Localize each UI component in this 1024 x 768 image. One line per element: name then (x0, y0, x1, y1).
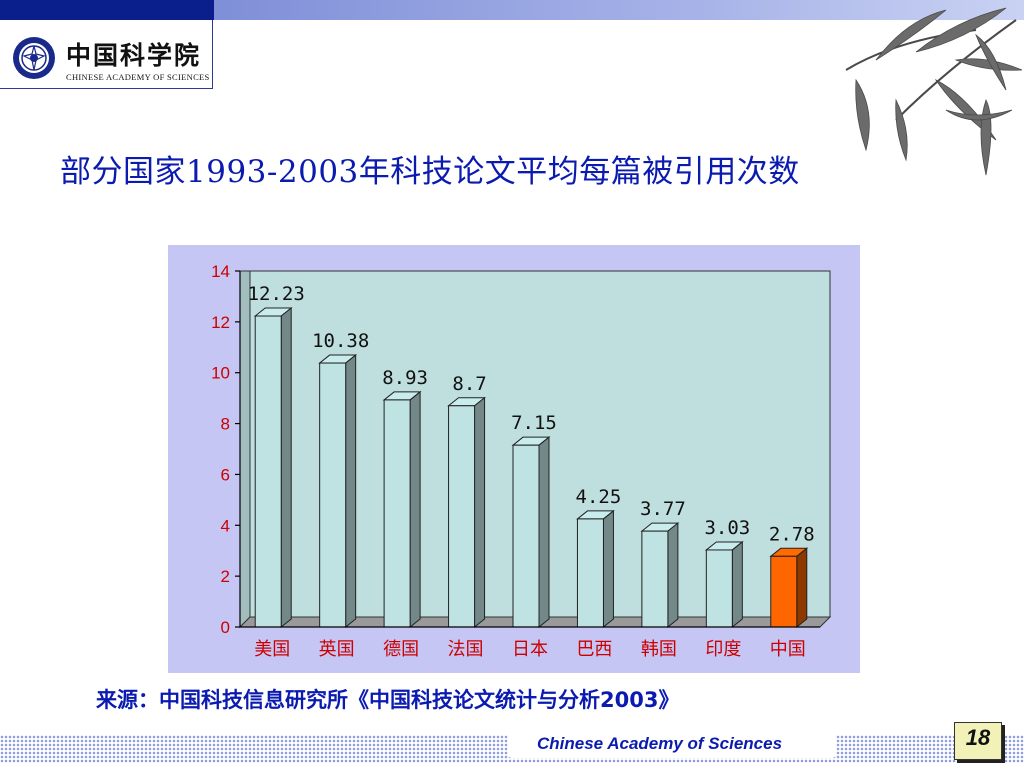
x-tick-label: 日本 (512, 639, 548, 660)
bar (383, 399, 411, 628)
y-tick-label: 14 (211, 262, 230, 281)
x-tick-label: 印度 (705, 639, 741, 660)
bar-side (474, 396, 486, 629)
slide-title: 部分国家1993-2003年科技论文平均每篇被引用次数 (60, 154, 800, 190)
bar-side (602, 509, 614, 629)
bar (576, 518, 604, 628)
x-tick-label: 法国 (448, 639, 484, 660)
y-tick-label: 4 (221, 516, 230, 535)
y-tick-label: 6 (221, 465, 230, 484)
bar-side (731, 540, 743, 629)
data-label: 2.78 (769, 523, 815, 545)
y-tick-label: 2 (221, 567, 230, 586)
logo-english-text: CHINESE ACADEMY OF SCIENCES (66, 72, 210, 82)
x-tick-label: 巴西 (576, 639, 612, 660)
bar (319, 362, 347, 628)
bar (641, 530, 669, 628)
bamboo-leaves-icon (845, 7, 1023, 176)
x-tick-label: 中国 (770, 639, 806, 660)
y-tick-label: 12 (211, 313, 230, 332)
footer-label-background (508, 732, 836, 758)
chart-panel: 0 2 4 6 8 10 12 14 12.23 美国 10.38 英国 8.93 德国 8.7 法国 7.15… (168, 245, 860, 673)
data-label: 7.15 (511, 412, 557, 434)
bar (448, 405, 476, 628)
plot-side-wall (239, 270, 251, 629)
bar-side (409, 390, 421, 629)
bar (512, 444, 540, 628)
x-tick-label: 韩国 (641, 639, 677, 660)
y-tick-label: 0 (221, 618, 230, 637)
x-tick-label: 德国 (383, 639, 419, 660)
bar-side (280, 306, 292, 629)
bar (705, 549, 733, 628)
page-number-box: 18 (954, 722, 1002, 760)
data-label: 12.23 (248, 283, 305, 305)
bar-side (345, 354, 357, 629)
bar-side (667, 522, 679, 629)
logo-box: 中国科学院 CHINESE ACADEMY OF SCIENCES (0, 20, 213, 89)
logo-chinese-text: 中国科学院 (66, 41, 202, 70)
footer-org-name: Chinese Academy of Sciences (537, 734, 783, 753)
data-label: 8.7 (452, 373, 486, 395)
x-tick-label: 英国 (319, 639, 355, 660)
bar-chart: 0 2 4 6 8 10 12 14 12.23 美国 10.38 英国 8.93 德国 8.7 法国 7.15… (211, 262, 832, 660)
y-tick-label: 8 (221, 415, 230, 434)
cas-emblem-icon (13, 37, 55, 79)
data-label: 8.93 (382, 367, 428, 389)
page-number: 18 (965, 725, 991, 750)
data-label: 3.03 (704, 517, 750, 539)
y-tick-label: 10 (211, 364, 230, 383)
data-label: 4.25 (576, 486, 622, 508)
data-label: 3.77 (640, 498, 686, 520)
bar (770, 555, 798, 628)
x-tick-label: 美国 (254, 639, 290, 660)
top-banner-light (214, 0, 1024, 20)
bar-side (538, 436, 550, 629)
source-citation: 来源：中国科技信息研究所《中国科技论文统计与分析2003》 (96, 688, 680, 712)
top-banner-dark (0, 0, 214, 20)
bar-side (796, 547, 808, 629)
data-label: 10.38 (312, 330, 369, 352)
bar (254, 315, 282, 628)
